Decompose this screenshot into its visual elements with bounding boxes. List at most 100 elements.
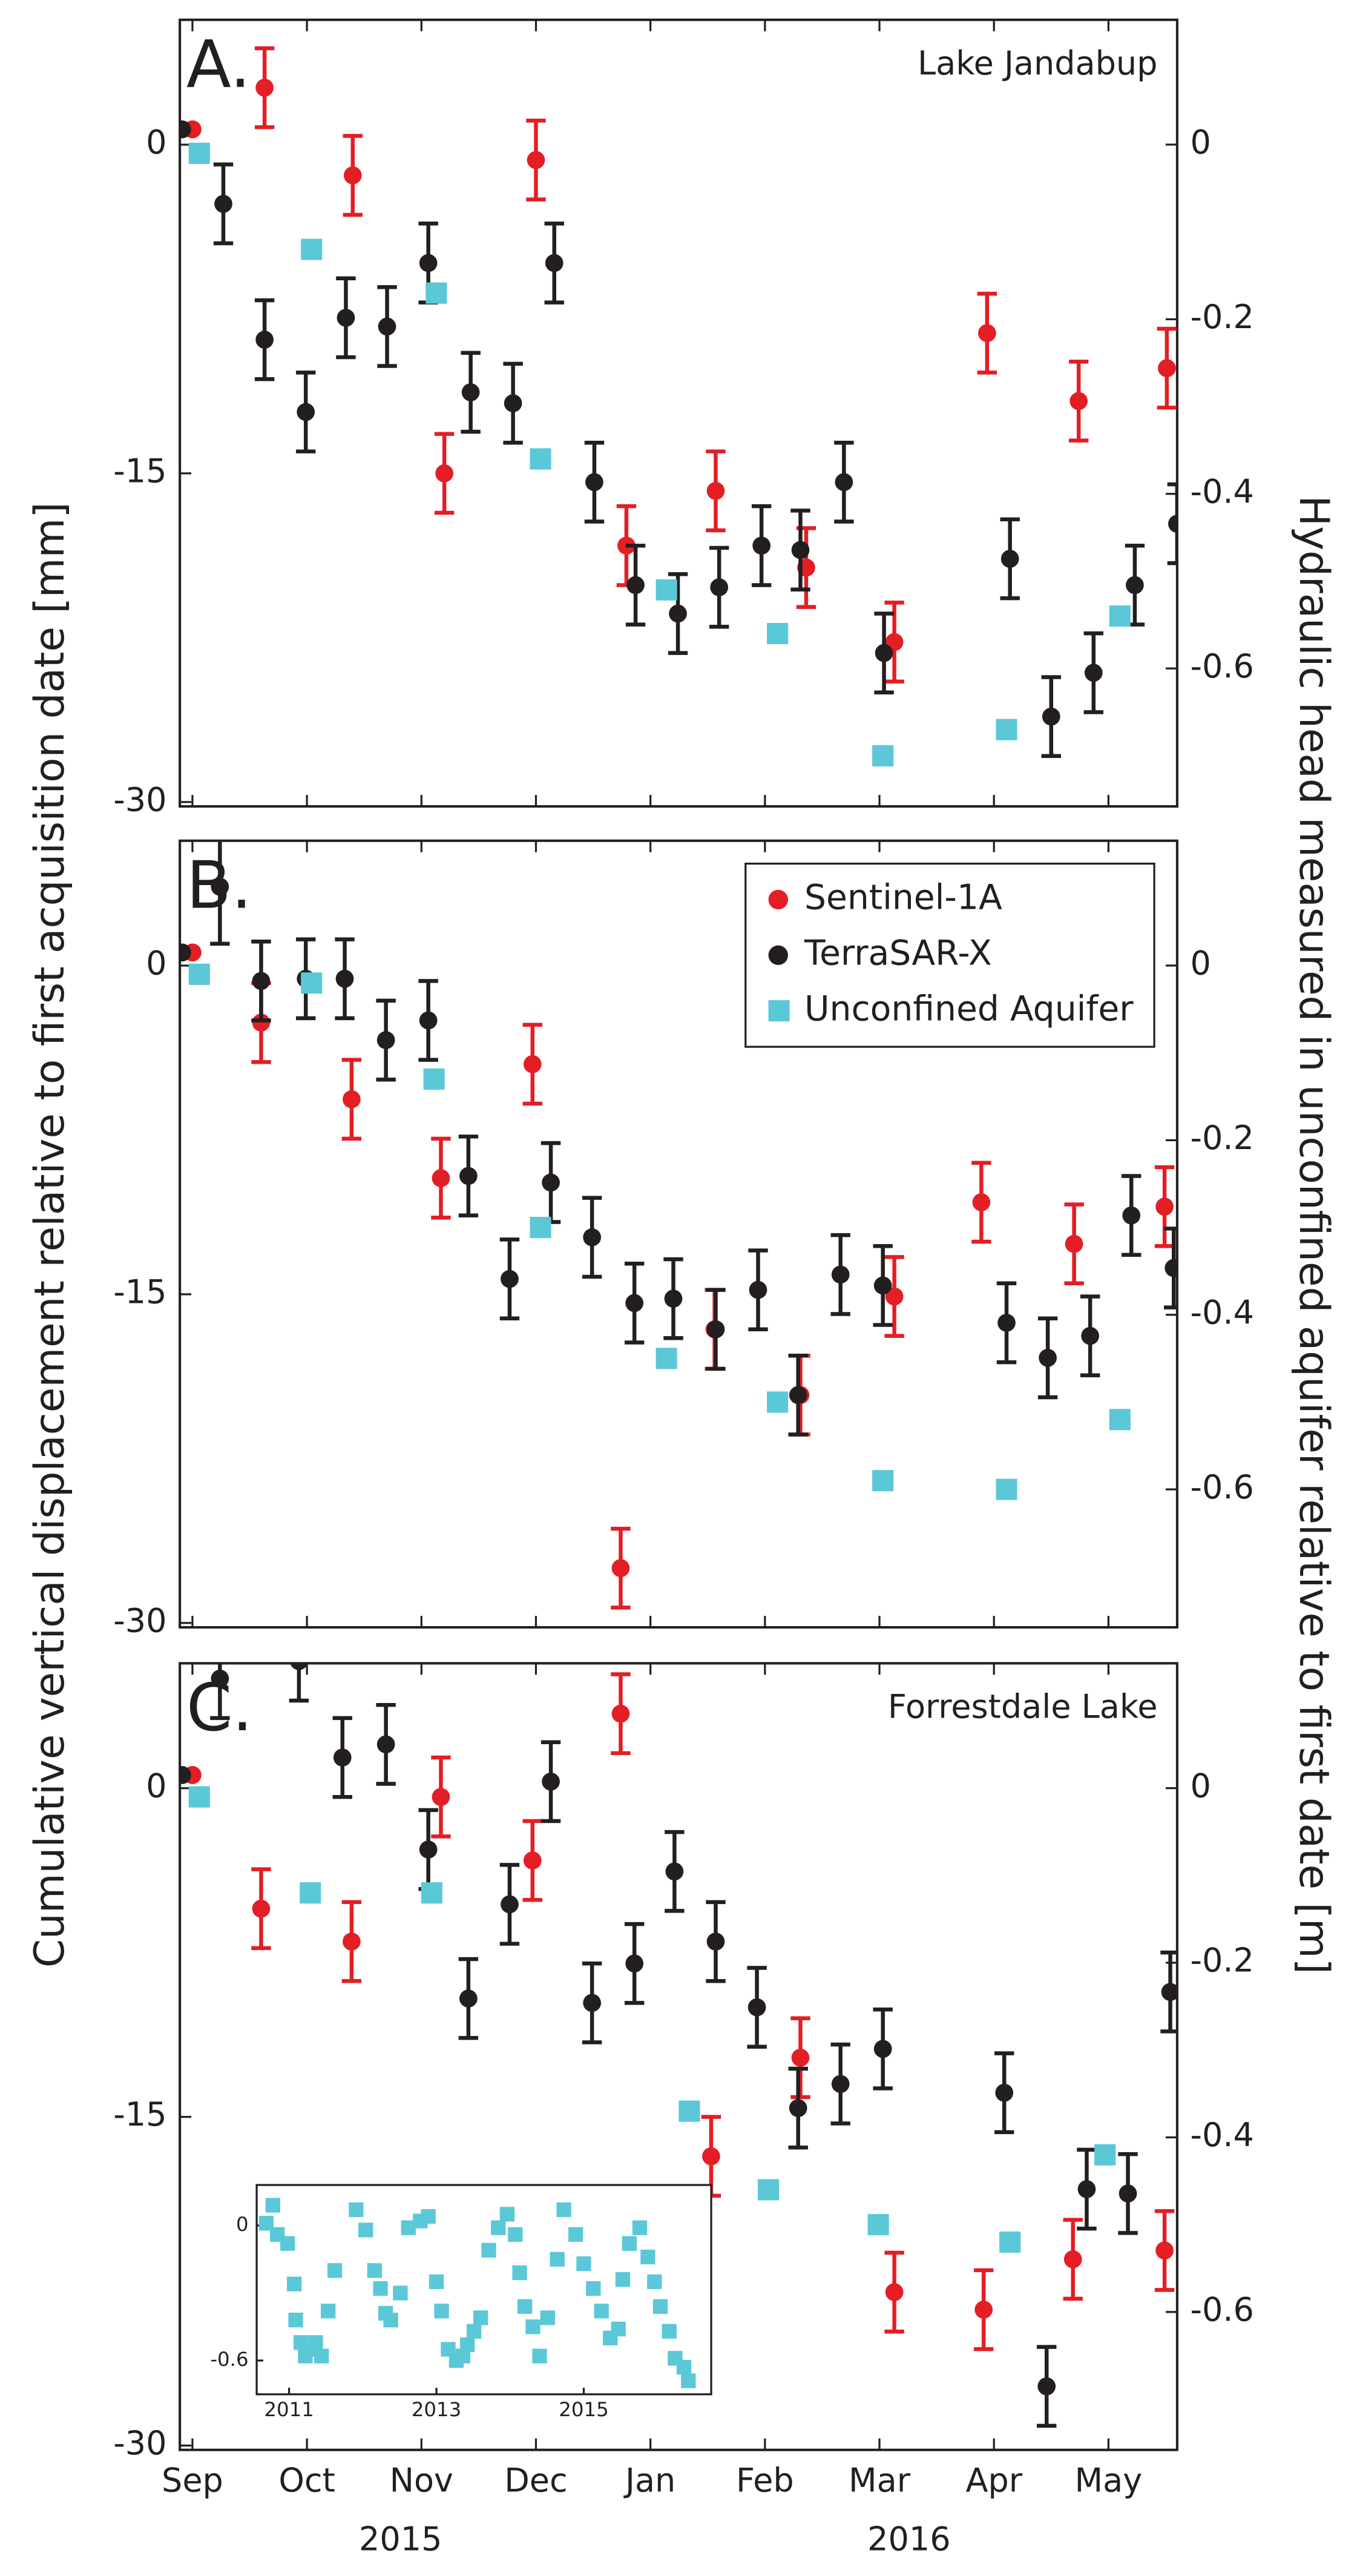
legend-label: Sentinel-1A <box>804 878 1002 918</box>
point <box>625 1294 644 1313</box>
x-tick-label: Oct <box>278 2461 335 2499</box>
point <box>301 239 323 260</box>
point <box>995 2083 1014 2102</box>
point <box>789 2099 807 2117</box>
point <box>429 2274 444 2290</box>
point <box>611 2321 626 2337</box>
point <box>791 541 810 559</box>
point <box>1109 605 1131 627</box>
x-tick-label: Feb <box>736 2461 794 2499</box>
point <box>873 1276 892 1295</box>
point <box>426 282 447 304</box>
point <box>288 2313 303 2328</box>
x-tick-label: Apr <box>965 2461 1022 2499</box>
point <box>393 2285 408 2301</box>
point <box>501 1895 519 1914</box>
point <box>626 576 645 595</box>
y-tick-label: -30 <box>113 1601 166 1639</box>
marks <box>258 2198 696 2388</box>
point <box>1155 2241 1174 2260</box>
legend-label: TerraSAR-X <box>804 933 992 973</box>
point <box>996 719 1017 740</box>
point <box>491 2220 506 2235</box>
point <box>542 1173 560 1192</box>
legend-label: Unconfined Aquifer <box>804 989 1134 1029</box>
point <box>504 394 522 412</box>
point <box>662 2324 677 2339</box>
plot-frame <box>179 18 1178 808</box>
y-tick-label: -30 <box>113 2424 166 2462</box>
point <box>314 2348 329 2364</box>
point <box>419 254 438 272</box>
point <box>632 2220 648 2235</box>
marks <box>180 840 1177 1610</box>
point <box>335 969 354 988</box>
point <box>508 2227 523 2242</box>
point <box>767 622 789 645</box>
point <box>343 1090 361 1108</box>
point <box>542 1773 560 1791</box>
panel-annotation: Forrestdale Lake <box>888 1688 1158 1726</box>
point <box>432 1169 450 1187</box>
point <box>419 1840 438 1859</box>
point <box>972 1193 991 1211</box>
point <box>556 2202 571 2218</box>
point <box>481 2242 496 2258</box>
point <box>831 1265 850 1284</box>
point <box>1037 2377 1056 2396</box>
point <box>252 1013 271 1032</box>
point <box>997 1314 1016 1332</box>
point <box>188 1786 210 1808</box>
point <box>676 2360 692 2375</box>
x-tick-label: 2011 <box>264 2398 314 2421</box>
point <box>974 2301 993 2319</box>
point <box>873 2040 892 2058</box>
point <box>875 644 893 662</box>
point <box>568 2227 583 2242</box>
panel-label: A. <box>186 27 251 103</box>
x-tick-label: Mar <box>849 2461 911 2499</box>
point <box>435 464 453 483</box>
point <box>466 2324 482 2339</box>
point <box>308 2335 323 2350</box>
point <box>831 2075 850 2093</box>
point <box>1094 2144 1116 2166</box>
point <box>978 324 996 343</box>
point <box>434 2304 449 2319</box>
point <box>652 2299 668 2314</box>
y2-tick-label: 0 <box>1190 1767 1211 1805</box>
y2-tick-label: -0.4 <box>1190 472 1254 510</box>
point <box>611 1559 630 1578</box>
point <box>512 2265 527 2281</box>
marks <box>180 46 1177 766</box>
point <box>611 1704 630 1723</box>
point <box>180 1766 191 1784</box>
point <box>432 1788 450 1807</box>
point <box>501 1270 519 1288</box>
point <box>640 2249 656 2265</box>
point <box>594 2304 609 2319</box>
x-tick-label: 2013 <box>412 2398 461 2421</box>
point <box>376 1031 395 1049</box>
y2-tick-label: -0.2 <box>1190 1119 1254 1157</box>
point <box>290 1663 308 1670</box>
point <box>550 2252 565 2267</box>
point <box>301 972 323 994</box>
point <box>885 1287 904 1306</box>
point <box>1165 1259 1177 1277</box>
point <box>706 1932 725 1951</box>
point <box>530 1216 551 1239</box>
point <box>327 2263 343 2278</box>
point <box>748 1998 766 2017</box>
point <box>459 1989 478 2008</box>
point <box>343 1932 361 1951</box>
point <box>1063 2250 1082 2268</box>
point <box>1081 1326 1099 1345</box>
point <box>499 2207 515 2222</box>
y2-tick-label: -0.4 <box>1190 2116 1254 2154</box>
plot-frame <box>255 2184 712 2396</box>
point <box>460 2337 475 2353</box>
point <box>188 142 210 164</box>
point <box>517 2299 533 2314</box>
point <box>885 2283 904 2301</box>
